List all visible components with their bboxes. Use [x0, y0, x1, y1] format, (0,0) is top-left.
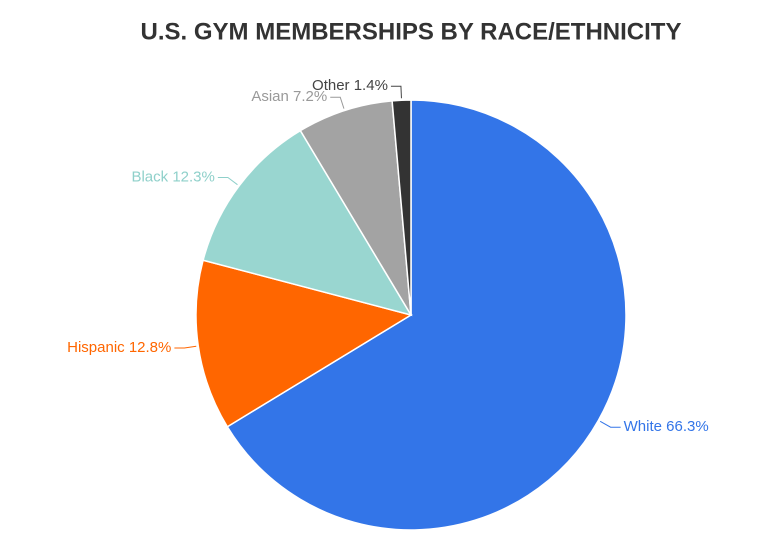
value-label: 12.8% [129, 339, 172, 356]
value-label: 1.4% [354, 77, 388, 94]
leader-line [174, 345, 197, 349]
leader-line [390, 85, 402, 99]
category-label: Hispanic [67, 339, 125, 356]
category-label: White [624, 418, 662, 435]
pie-slice [195, 259, 413, 428]
slice-label: Other 1.4% [312, 77, 388, 94]
category-label: Asian [251, 88, 289, 105]
value-label: 7.2% [293, 88, 327, 105]
leader-line [599, 420, 621, 428]
slice-label: Hispanic 12.8% [67, 339, 171, 356]
leader-line [217, 177, 238, 186]
pie-slice [226, 99, 627, 531]
category-label: Other [312, 77, 350, 94]
pie-slice [202, 129, 413, 317]
category-label: Black [131, 168, 168, 185]
chart-title: U.S. GYM MEMBERSHIPS BY RACE/ETHNICITY [141, 18, 682, 45]
slice-label: Black 12.3% [131, 168, 214, 185]
value-label: 12.3% [172, 168, 215, 185]
leader-line [330, 96, 345, 109]
value-label: 66.3% [666, 418, 709, 435]
slice-label: White 66.3% [624, 418, 709, 435]
slice-label: Asian 7.2% [251, 88, 327, 105]
pie-slice [391, 99, 412, 316]
